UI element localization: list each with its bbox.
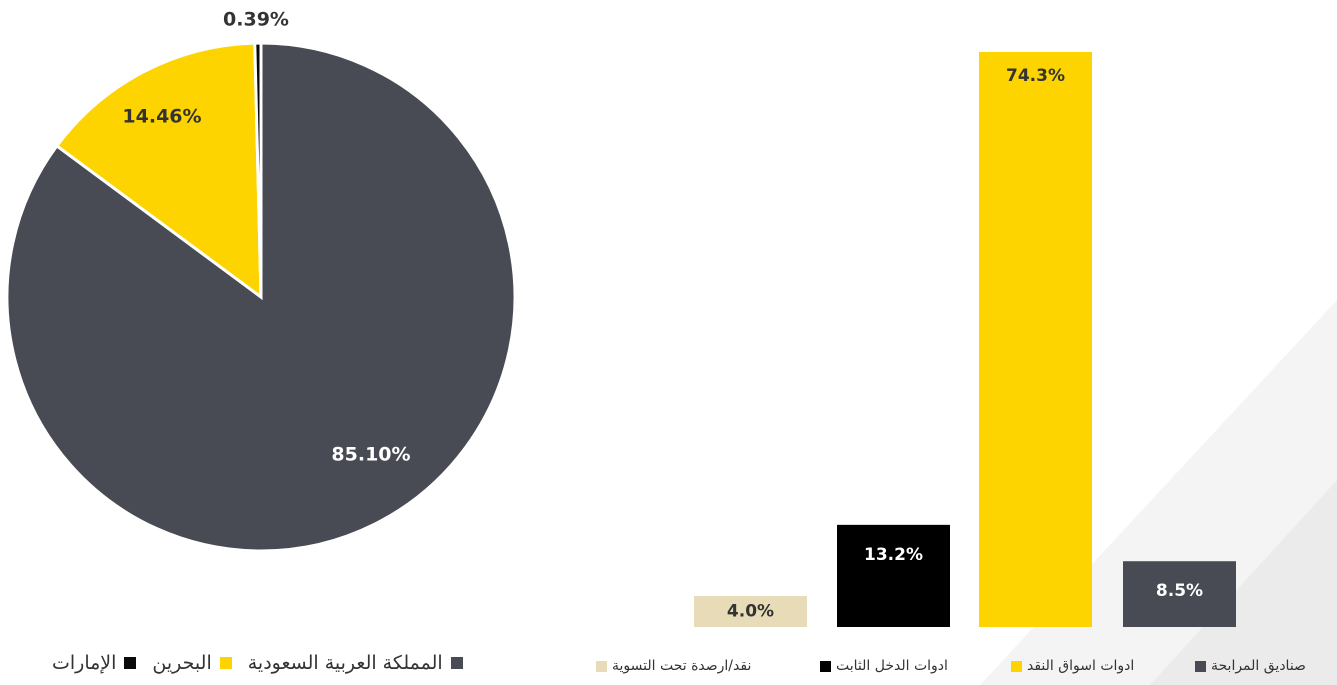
- bar-label-murabaha: 8.5%: [1156, 581, 1203, 601]
- legend-swatch-bahrain: [219, 657, 232, 669]
- pie-legend-item-saudi: المملكة العربية السعودية: [248, 652, 463, 674]
- bar-money-market: [979, 52, 1092, 627]
- legend-label-bahrain: البحرين: [152, 652, 212, 674]
- pie-legend: المملكة العربية السعودية البحرين الإمارا…: [36, 652, 463, 674]
- legend-swatch-murabaha: [1195, 660, 1206, 672]
- bar-legend-item-money-market: ادوات اسواق النقد: [1011, 658, 1134, 674]
- pie-label-uae: 0.39%: [223, 9, 289, 31]
- pie-label-bahrain: 14.46%: [122, 106, 201, 128]
- bar-cash: [694, 596, 807, 627]
- legend-swatch-uae: [124, 657, 137, 669]
- legend-label-cash: نقد/ارصدة تحت التسوية: [612, 658, 752, 674]
- bar-label-fixed-income: 13.2%: [864, 545, 923, 565]
- bar-murabaha: [1123, 561, 1236, 627]
- legend-label-fixed-income: ادوات الدخل الثابت: [836, 658, 948, 674]
- legend-label-saudi: المملكة العربية السعودية: [247, 652, 443, 674]
- legend-label-uae: الإمارات: [52, 652, 117, 674]
- legend-swatch-cash: [596, 660, 607, 672]
- bar-legend-item-cash: نقد/ارصدة تحت التسوية: [596, 658, 751, 674]
- pie-slice-uae: [253, 41, 263, 298]
- legend-swatch-fixed-income: [820, 660, 831, 672]
- pie-legend-item-bahrain: البحرين: [152, 652, 232, 674]
- bar-legend-item-murabaha: صناديق المرابحة: [1195, 658, 1306, 674]
- legend-swatch-money-market: [1011, 660, 1022, 672]
- pie-chart: 85.10% 14.46% 0.39%: [5, 9, 517, 553]
- bar-label-money-market: 74.3%: [1006, 66, 1065, 86]
- bar-chart: 4.0% 13.2% 74.3% 8.5%: [694, 52, 1236, 627]
- pie-label-saudi: 85.10%: [331, 444, 410, 466]
- background-stripe-dark: [1150, 480, 1337, 685]
- pie-legend-item-uae: الإمارات: [52, 652, 137, 674]
- legend-label-murabaha: صناديق المرابحة: [1211, 658, 1306, 674]
- pie-slice-bahrain: [54, 41, 263, 301]
- bar-legend-item-fixed-income: ادوات الدخل الثابت: [820, 658, 948, 674]
- legend-swatch-saudi: [450, 657, 463, 669]
- bar-label-cash: 4.0%: [727, 602, 774, 622]
- bar-fixed-income: [837, 524, 950, 627]
- legend-label-money-market: ادوات اسواق النقد: [1027, 658, 1135, 674]
